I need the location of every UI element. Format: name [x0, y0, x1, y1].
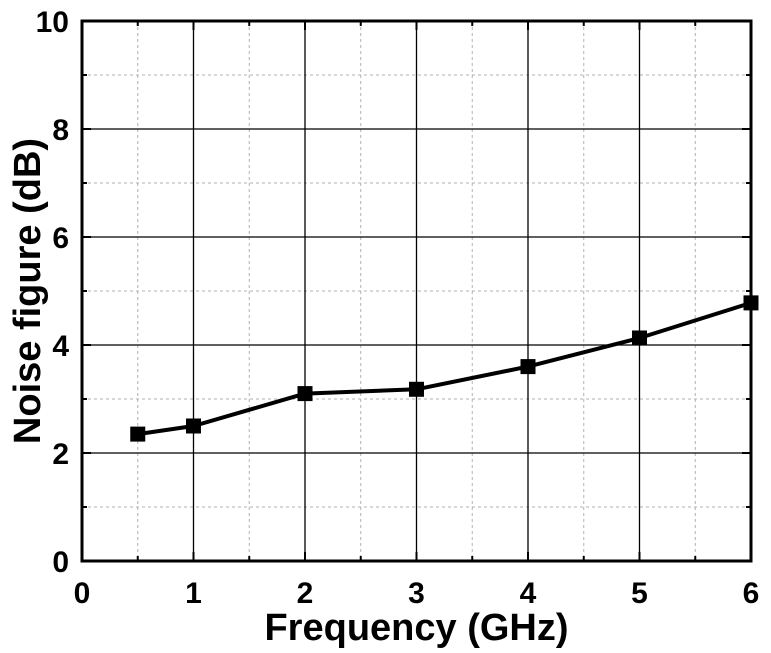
series-line: [137, 300, 752, 437]
data-point-marker: [186, 418, 201, 434]
y-tick-label: 10: [36, 6, 69, 39]
y-tick-label: 0: [52, 546, 69, 579]
x-tick-label: 5: [631, 577, 648, 610]
x-axis-title: Frequency (GHz): [264, 607, 568, 649]
y-axis-title: Noise figure (dB): [7, 138, 49, 444]
data-point-marker: [409, 381, 424, 397]
x-tick-label: 1: [185, 577, 202, 610]
series-layer: [130, 295, 759, 442]
minor-grid: [82, 21, 751, 561]
y-tick-label: 8: [52, 114, 69, 147]
data-point-marker: [743, 295, 759, 311]
y-tick-label: 4: [52, 330, 69, 363]
data-point-marker: [297, 386, 313, 402]
x-tick-label: 4: [520, 577, 537, 610]
axis-ticks: [81, 20, 752, 562]
x-tick-label: 2: [297, 577, 314, 610]
data-point-marker: [632, 330, 647, 346]
y-tick-label: 6: [52, 222, 69, 255]
major-grid: [82, 21, 751, 561]
x-tick-label: 3: [408, 577, 425, 610]
y-axis-tick-labels: 0 2 4 6 8 10: [36, 6, 70, 579]
x-tick-label: 0: [74, 577, 91, 610]
data-point-marker: [130, 426, 146, 442]
data-point-marker: [520, 359, 536, 375]
x-axis-tick-labels: 0 1 2 3 4 5 6: [74, 577, 760, 610]
x-tick-label: 6: [743, 577, 760, 610]
y-tick-label: 2: [52, 438, 69, 471]
